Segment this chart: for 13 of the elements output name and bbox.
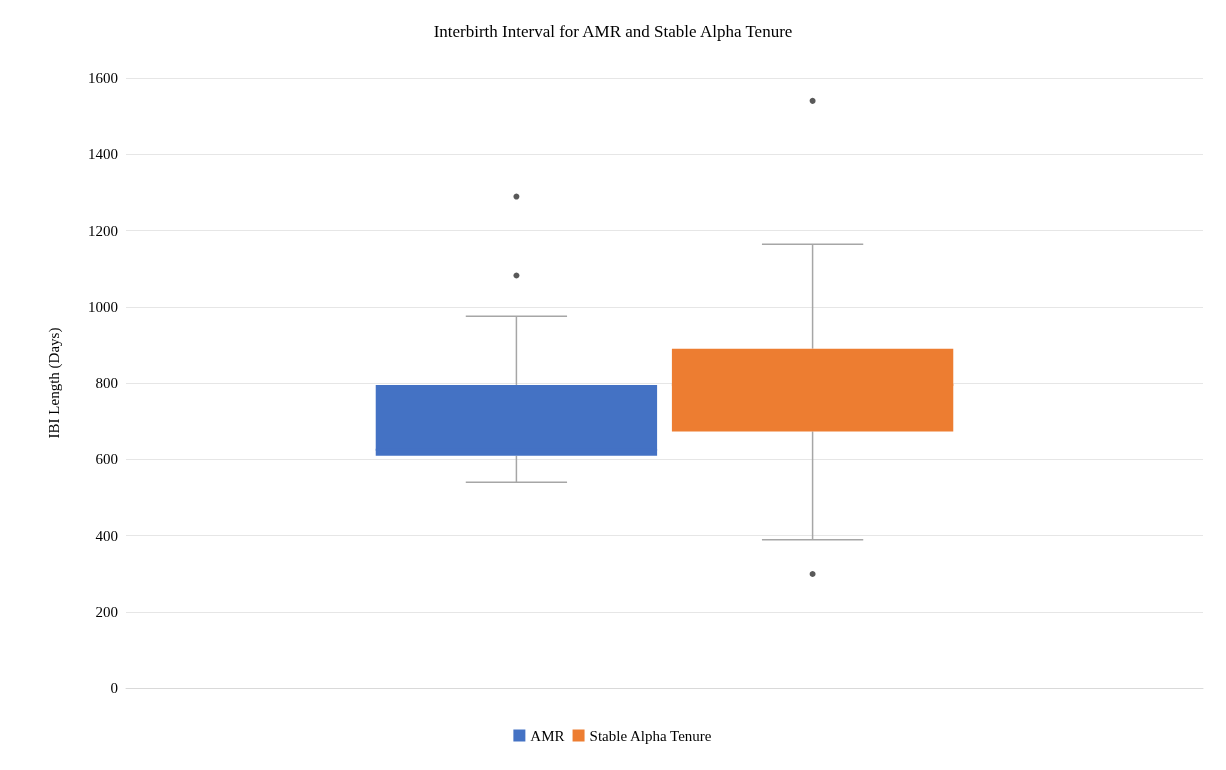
legend-label: AMR [530, 727, 565, 744]
chart-title: Interbirth Interval for AMR and Stable Alpha Tenure [433, 22, 793, 41]
y-tick-label: 0 [110, 680, 118, 696]
y-tick-label: 1400 [88, 146, 118, 163]
y-tick-label: 1200 [88, 222, 118, 239]
legend-label: Stable Alpha Tenure [589, 727, 712, 744]
y-tick-label: 1600 [88, 70, 118, 86]
y-axis-title: IBI Length (Days) [45, 327, 63, 439]
y-tick-label: 400 [95, 527, 118, 544]
y-tick-label: 800 [95, 375, 118, 391]
y-tick-label: 1000 [88, 298, 118, 315]
y-tick-label: 600 [95, 451, 118, 468]
y-tick-label: 200 [95, 603, 118, 620]
